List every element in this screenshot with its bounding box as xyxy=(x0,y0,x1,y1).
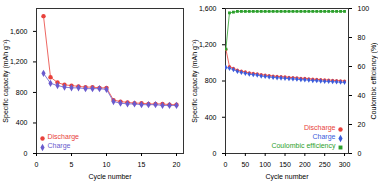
svg-text:Discharge: Discharge xyxy=(48,133,80,141)
svg-text:0: 0 xyxy=(35,161,39,168)
svg-text:800: 800 xyxy=(16,89,28,96)
svg-text:Specific capacity (mAh g⁻¹): Specific capacity (mAh g⁻¹) xyxy=(191,39,199,122)
svg-text:300: 300 xyxy=(339,161,351,168)
svg-text:0: 0 xyxy=(358,150,362,157)
svg-text:0: 0 xyxy=(24,150,28,157)
svg-text:0: 0 xyxy=(224,161,228,168)
svg-text:Cycle number: Cycle number xyxy=(88,173,132,181)
svg-text:100: 100 xyxy=(358,5,370,12)
svg-text:80: 80 xyxy=(358,34,366,41)
svg-text:250: 250 xyxy=(319,161,331,168)
svg-text:Charge: Charge xyxy=(48,142,71,150)
svg-text:40: 40 xyxy=(358,92,366,99)
svg-text:10: 10 xyxy=(103,161,111,168)
svg-text:1,600: 1,600 xyxy=(199,5,217,12)
svg-text:Discharge: Discharge xyxy=(304,124,336,132)
svg-text:200: 200 xyxy=(299,161,311,168)
svg-text:150: 150 xyxy=(279,161,291,168)
svg-text:800: 800 xyxy=(205,77,217,84)
svg-text:20: 20 xyxy=(173,161,181,168)
svg-text:1,200: 1,200 xyxy=(199,41,217,48)
svg-text:400: 400 xyxy=(16,119,28,126)
svg-text:15: 15 xyxy=(138,161,146,168)
svg-text:1,600: 1,600 xyxy=(10,28,28,35)
svg-text:1,200: 1,200 xyxy=(10,58,28,65)
svg-text:400: 400 xyxy=(205,113,217,120)
svg-text:Coulombic efficiency: Coulombic efficiency xyxy=(271,142,336,150)
svg-text:Cycle number: Cycle number xyxy=(265,173,309,181)
svg-text:Coulombic efficiency (%): Coulombic efficiency (%) xyxy=(370,43,378,120)
svg-text:100: 100 xyxy=(259,161,271,168)
svg-text:60: 60 xyxy=(358,63,366,70)
svg-text:50: 50 xyxy=(241,161,249,168)
svg-text:0: 0 xyxy=(213,150,217,157)
svg-text:5: 5 xyxy=(70,161,74,168)
svg-text:Charge: Charge xyxy=(313,133,336,141)
svg-text:20: 20 xyxy=(358,121,366,128)
svg-text:Specific capacity (mAh g⁻¹): Specific capacity (mAh g⁻¹) xyxy=(2,39,10,122)
